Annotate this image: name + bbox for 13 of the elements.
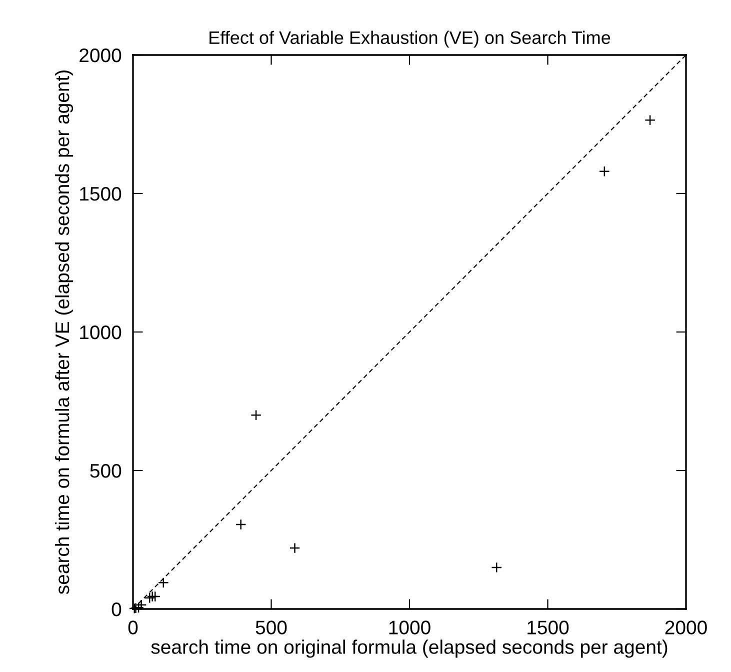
x-tick-label: 500 (256, 620, 287, 634)
chart-title: Effect of Variable Exhaustion (VE) on Search Time (210, 30, 610, 48)
y-tick-label: 1000 (80, 325, 122, 340)
y-tick-label: 2000 (80, 48, 122, 62)
x-tick-label: 0 (128, 620, 138, 634)
y-tick-label: 0 (112, 602, 122, 616)
x-tick-label: 1000 (389, 620, 430, 634)
x-tick-label: 2000 (665, 620, 707, 634)
y-axis-title: search time on formula after VE (elapsed seconds per agent) (54, 70, 74, 594)
x-tick-label: 1500 (528, 620, 569, 634)
y-tick-label: 1500 (80, 186, 122, 201)
x-axis-title: search time on original formula (elapsed seconds per agent) (151, 640, 668, 658)
y-tick-label: 500 (90, 464, 122, 478)
